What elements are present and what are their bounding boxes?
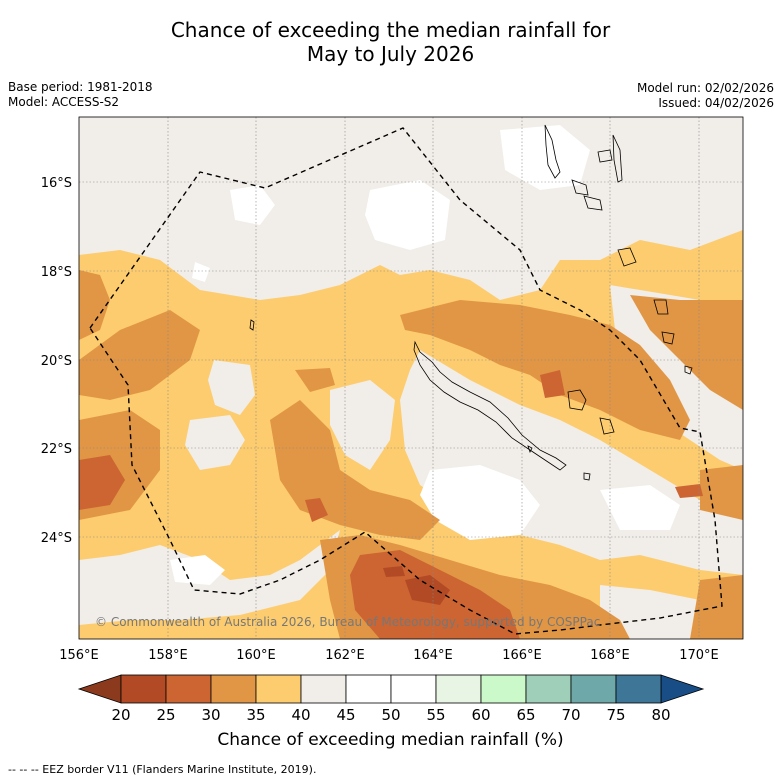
lon-label: 168°E [590,648,630,663]
colorbar-cell [165,674,212,704]
chart-title: Chance of exceeding the median rainfall … [0,18,781,66]
vanuatu-espiritu [544,124,561,179]
lon-label: 170°E [679,648,719,663]
lon-label: 156°E [59,648,99,663]
colorbar-cell [615,674,662,704]
new-caledonia-coast [413,340,567,471]
colorbar: 20 25 30 35 40 45 50 55 60 65 70 75 80 [77,674,705,724]
field-30-35-h [700,465,743,520]
field-30-35-d [400,300,690,440]
colorbar-tick-label: 50 [381,706,400,724]
colorbar-tick-label: 80 [651,706,670,724]
copyright-text: © Commonwealth of Australia 2026, Bureau… [95,615,600,629]
vanuatu-island-a [597,149,613,163]
colorbar-extend-low [77,674,122,704]
lat-label: 24°S [41,531,72,546]
field-40-45-west2 [208,360,255,415]
colorbar-cell [525,674,572,704]
field-30-35-j [295,368,335,392]
title-line-1: Chance of exceeding the median rainfall … [170,18,611,42]
rainfall-field [79,117,743,639]
field-45-55-g [170,555,225,585]
field-20-25-a [405,575,450,605]
lon-label: 164°E [413,648,453,663]
eez-footnote: -- -- -- EEZ border V11 (Flanders Marine… [8,763,317,776]
lat-labels: 16°S 18°S 20°S 22°S 24°S [41,176,72,546]
coastlines [249,124,693,481]
graticule [79,117,743,639]
loyalty-island-2 [599,417,615,435]
meta-left: Base period: 1981-2018 Model: ACCESS-S2 [8,80,153,110]
issued-date: Issued: 04/02/2026 [658,96,774,110]
title-line-2: May to July 2026 [306,42,475,66]
colorbar-cell [210,674,257,704]
colorbar-tick-label: 45 [336,706,355,724]
field-45-55-d [420,465,540,540]
lon-label: 158°E [148,648,188,663]
loyalty-island-1 [567,389,587,411]
map-frame [78,116,744,640]
field-45-55-e [600,485,680,530]
colorbar-cell [300,674,347,704]
colorbar-cell [390,674,437,704]
field-45-55-a [365,180,450,250]
model-name: Model: ACCESS-S2 [8,95,120,109]
lon-labels: 156°E 158°E 160°E 162°E 164°E 166°E 168°… [59,648,719,663]
colorbar-tick-label: 70 [561,706,580,724]
colorbar-cell [345,674,392,704]
colorbar-tick-label: 60 [471,706,490,724]
vanuatu-island-e [617,247,637,267]
meta-right: Model run: 02/02/2026 Issued: 04/02/2026 [637,81,774,111]
field-30-35-b [79,310,200,400]
field-40-45-west [185,415,245,470]
field-40-45-centre-west [330,380,395,470]
field-20-25-b [383,566,405,577]
lat-label: 16°S [41,176,72,191]
field-30-35-a [79,270,110,340]
vanuatu-island-h [684,365,693,375]
small-island-2 [249,319,255,331]
colorbar-extend-high [660,674,705,704]
field-25-30-c [305,498,328,522]
colorbar-tick-label: 75 [606,706,625,724]
field-25-30-a [79,455,125,510]
vanuatu-island-f [653,299,669,315]
colorbar-tick-label: 40 [291,706,310,724]
vanuatu-island-g [661,331,675,345]
small-island [583,472,591,481]
lat-label: 18°S [41,265,72,280]
base-period: Base period: 1981-2018 [8,80,153,94]
colorbar-tick-label: 25 [156,706,175,724]
lon-label: 162°E [325,648,365,663]
lon-label: 160°E [236,648,276,663]
colorbar-tick-label: 20 [111,706,130,724]
colorbar-cell [480,674,527,704]
model-run: Model run: 02/02/2026 [636,81,774,95]
lat-label: 22°S [41,442,72,457]
field-30-35-e [630,295,743,410]
vanuatu-island-d [583,195,603,211]
colorbar-cell [570,674,617,704]
field-45-55-b [500,125,590,190]
field-45-55-c [230,185,275,225]
colorbar-cell [435,674,482,704]
colorbar-tick-label: 55 [426,706,445,724]
field-25-30-d [540,370,565,398]
colorbar-title: Chance of exceeding median rainfall (%) [217,730,564,750]
field-45-55-f [192,262,210,282]
colorbar-tick-label: 30 [201,706,220,724]
lat-label: 20°S [41,354,72,369]
vanuatu-island-b [612,134,623,183]
colorbar-tick-label: 35 [246,706,265,724]
colorbar-cell [120,674,167,704]
small-island-3 [527,445,533,454]
vanuatu-island-c [571,179,589,196]
field-25-30-e [675,484,703,498]
lon-label: 166°E [502,648,542,663]
colorbar-cell [255,674,302,704]
colorbar-tick-label: 65 [516,706,535,724]
